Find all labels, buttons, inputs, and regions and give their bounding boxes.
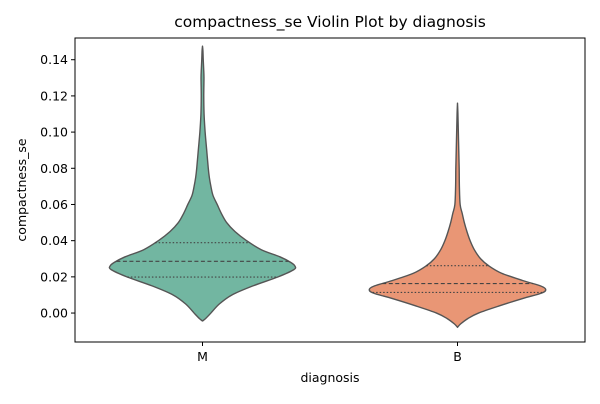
violin-m bbox=[108, 45, 297, 322]
x-tick-label-b: B bbox=[453, 349, 462, 364]
y-tick-label: 0.00 bbox=[40, 306, 68, 321]
chart-title: compactness_se Violin Plot by diagnosis bbox=[174, 13, 486, 32]
axes-layer: 0.00 0.02 0.04 0.06 0.08 0.10 0.12 0.14 M B bbox=[40, 37, 586, 364]
y-tick-label: 0.10 bbox=[40, 125, 68, 140]
y-tick-label: 0.08 bbox=[40, 161, 68, 176]
violin-b bbox=[368, 102, 547, 329]
x-axis-label: diagnosis bbox=[300, 370, 359, 385]
y-tick-label: 0.04 bbox=[40, 233, 68, 248]
violin-layer bbox=[108, 45, 547, 329]
plot-frame bbox=[74, 37, 586, 343]
y-axis-label: compactness_se bbox=[14, 138, 29, 241]
x-tick-label-m: M bbox=[197, 349, 208, 364]
y-tick-label: 0.06 bbox=[40, 197, 68, 212]
y-tick-label: 0.14 bbox=[40, 52, 68, 67]
quartile-lines bbox=[116, 242, 543, 293]
y-tick-label: 0.02 bbox=[40, 269, 68, 284]
y-tick-label: 0.12 bbox=[40, 88, 68, 103]
